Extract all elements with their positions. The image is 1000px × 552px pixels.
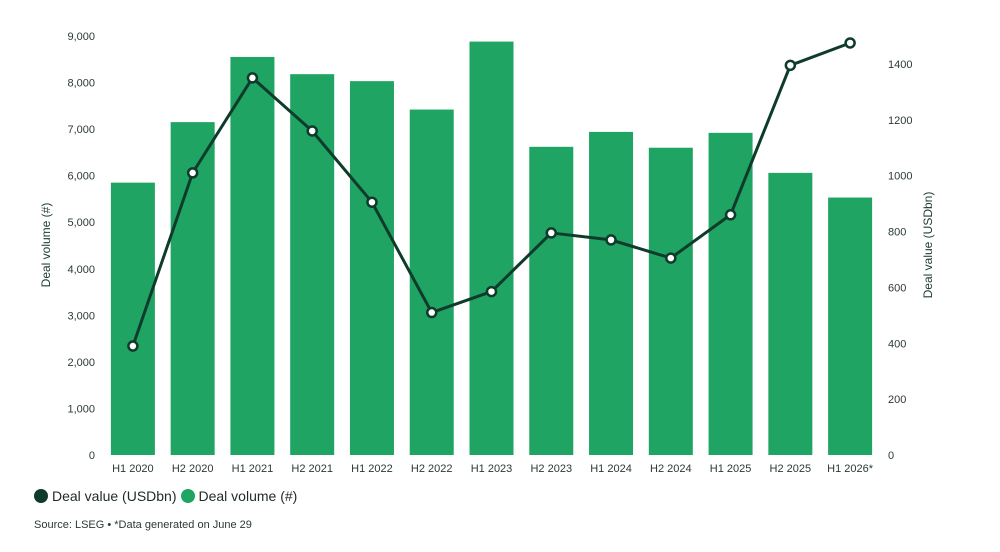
y-tick-right: 600 xyxy=(888,282,906,294)
bar xyxy=(708,132,753,455)
line-point xyxy=(306,125,318,137)
y-tick-right: 1000 xyxy=(888,171,912,183)
bar xyxy=(409,109,454,456)
y-tick-left: 7,000 xyxy=(67,124,95,136)
y-tick-left: 8,000 xyxy=(67,78,95,90)
bar xyxy=(589,131,634,455)
y-tick-right: 0 xyxy=(888,450,894,462)
y-tick-right: 800 xyxy=(888,227,906,239)
line-point xyxy=(665,252,677,264)
line-point xyxy=(425,306,438,319)
y-tick-left: 6,000 xyxy=(67,171,95,183)
legend-dot-icon xyxy=(34,489,48,503)
x-tick: H2 2023 xyxy=(530,463,572,475)
combo-chart: 0 1,000 2,000 3,000 4,000 5,000 6,000 7,000 8,00… xyxy=(39,31,935,475)
x-tick: H2 2025 xyxy=(770,463,812,475)
x-tick: H1 2025 xyxy=(710,463,752,475)
legend-label: Deal value (USDbn) xyxy=(52,488,177,504)
line-point xyxy=(485,285,498,298)
y-tick-left: 2,000 xyxy=(67,357,95,369)
y-tick-left: 1,000 xyxy=(67,403,95,415)
y-tick-right: 1200 xyxy=(888,115,912,127)
y-tick-right: 400 xyxy=(888,338,906,350)
y-axis-label-left: Deal volume (#) xyxy=(39,203,53,288)
y-tick-left: 9,000 xyxy=(67,31,95,43)
bars xyxy=(110,41,873,456)
x-tick: H2 2022 xyxy=(411,463,453,475)
legend-label: Deal volume (#) xyxy=(198,488,298,504)
line-point xyxy=(605,234,617,246)
line-point xyxy=(246,72,259,84)
x-tick: H2 2020 xyxy=(172,463,214,475)
x-tick: H2 2021 xyxy=(291,463,333,475)
line-point xyxy=(784,59,797,72)
bar xyxy=(529,146,574,455)
line-point xyxy=(127,340,139,352)
line-point xyxy=(186,167,199,179)
y-axis-label-right: Deal value (USDbn) xyxy=(921,192,935,299)
x-tick: H1 2026* xyxy=(827,463,874,475)
bar xyxy=(290,74,335,456)
x-tick: H1 2023 xyxy=(471,463,513,475)
y-tick-left: 5,000 xyxy=(67,217,95,229)
y-tick-left: 0 xyxy=(89,450,95,462)
bar xyxy=(648,147,693,455)
bar xyxy=(768,172,813,455)
line-point xyxy=(844,37,856,49)
right-axis-ticks: 0 200 400 600 800 1000 1200 1400 xyxy=(888,59,912,462)
left-axis-ticks: 0 1,000 2,000 3,000 4,000 5,000 6,000 7,000 8,00… xyxy=(67,31,95,462)
bar xyxy=(110,182,155,455)
y-tick-right: 200 xyxy=(888,394,906,406)
x-axis-ticks: H1 2020 H2 2020 H1 2021 H2 2021 H1 2022 H2 20… xyxy=(112,463,874,475)
line-point xyxy=(366,196,378,208)
y-tick-left: 4,000 xyxy=(67,264,95,276)
x-tick: H1 2021 xyxy=(232,463,274,475)
line-point xyxy=(545,227,558,239)
y-tick-right: 1400 xyxy=(888,59,912,71)
legend-item-deal-value: Deal value (USDbn) xyxy=(34,488,177,504)
x-tick: H1 2022 xyxy=(351,463,393,475)
x-tick: H2 2024 xyxy=(650,463,692,475)
x-tick: H1 2024 xyxy=(590,463,632,475)
legend: Deal value (USDbn) Deal volume (#) xyxy=(34,488,301,504)
bar xyxy=(828,197,873,455)
line-point xyxy=(724,209,737,221)
bar xyxy=(230,56,275,455)
x-tick: H1 2020 xyxy=(112,463,154,475)
bar xyxy=(469,41,514,455)
line-series xyxy=(127,37,856,352)
y-tick-left: 3,000 xyxy=(67,310,95,322)
legend-item-deal-volume: Deal volume (#) xyxy=(180,488,298,504)
legend-dot-icon xyxy=(180,489,195,503)
source-note: Source: LSEG • *Data generated on June 2… xyxy=(34,519,252,531)
bar xyxy=(349,81,394,456)
